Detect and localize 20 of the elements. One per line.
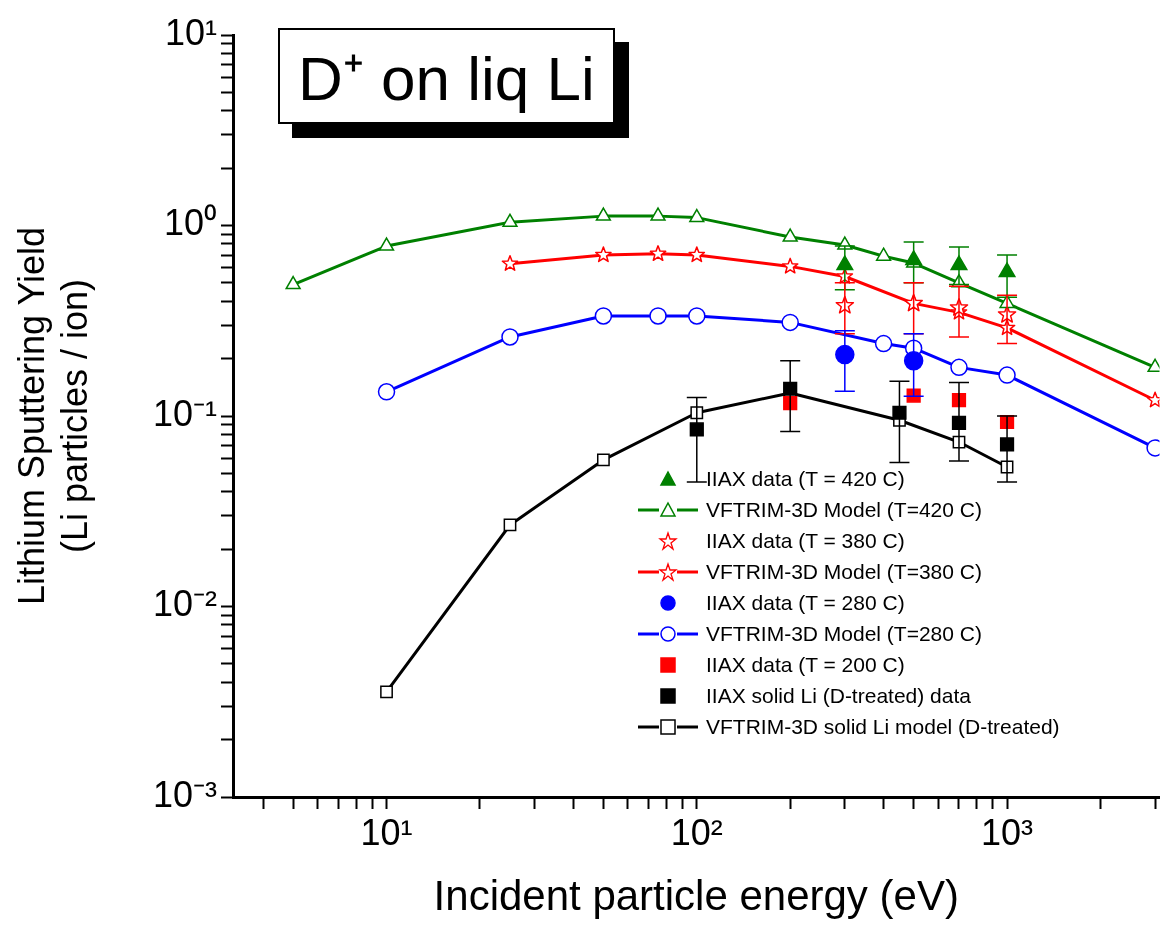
legend-label: IIAX data (T = 420 C) xyxy=(706,466,905,492)
y-tick-label: 10⁻² xyxy=(152,583,218,625)
legend-label: IIAX data (T = 380 C) xyxy=(706,528,905,554)
x-axis-title: Incident particle energy (eV) xyxy=(433,872,959,920)
y-tick-label: 10¹ xyxy=(164,11,218,53)
legend-label: VFTRIM-3D Model (T=420 C) xyxy=(706,497,982,523)
legend-label: IIAX data (T = 200 C) xyxy=(706,652,905,678)
legend-label: VFTRIM-3D Model (T=380 C) xyxy=(706,559,982,585)
y-tick-label: 10⁻³ xyxy=(152,773,218,815)
y-tick-label: 10⁻¹ xyxy=(152,392,218,434)
legend-label: IIAX solid Li (D-treated) data xyxy=(706,683,971,709)
x-tick-label: 10¹ xyxy=(360,811,413,853)
y-axis-title: Lithium Sputtering Yield (Li particles / ion) xyxy=(10,226,95,606)
legend-label: VFTRIM-3D Model (T=280 C) xyxy=(706,621,982,647)
y-tick-label: 10⁰ xyxy=(163,202,217,244)
legend-label: VFTRIM-3D solid Li model (D-treated) xyxy=(706,714,1060,740)
x-tick-label: 10³ xyxy=(981,811,1034,853)
legend-label: IIAX data (T = 280 C) xyxy=(706,590,905,616)
chart-title: D⁺ on liq Li xyxy=(278,28,615,124)
x-tick-label: 10² xyxy=(670,811,723,853)
